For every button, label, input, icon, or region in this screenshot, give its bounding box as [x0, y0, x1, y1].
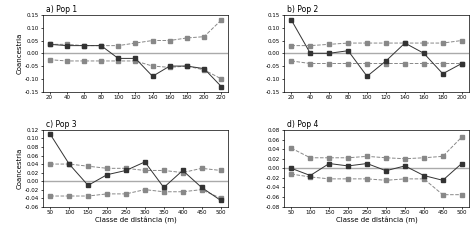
Y-axis label: Coancestria: Coancestria [16, 148, 22, 189]
X-axis label: Classe de distância (m): Classe de distância (m) [336, 217, 418, 224]
Text: b) Pop 2: b) Pop 2 [288, 5, 319, 14]
Text: c) Pop 3: c) Pop 3 [46, 120, 77, 129]
X-axis label: Classe de distância (m): Classe de distância (m) [94, 217, 176, 224]
Text: d) Pop 4: d) Pop 4 [288, 120, 319, 129]
Y-axis label: Coancestria: Coancestria [16, 33, 22, 74]
Text: a) Pop 1: a) Pop 1 [46, 5, 77, 14]
